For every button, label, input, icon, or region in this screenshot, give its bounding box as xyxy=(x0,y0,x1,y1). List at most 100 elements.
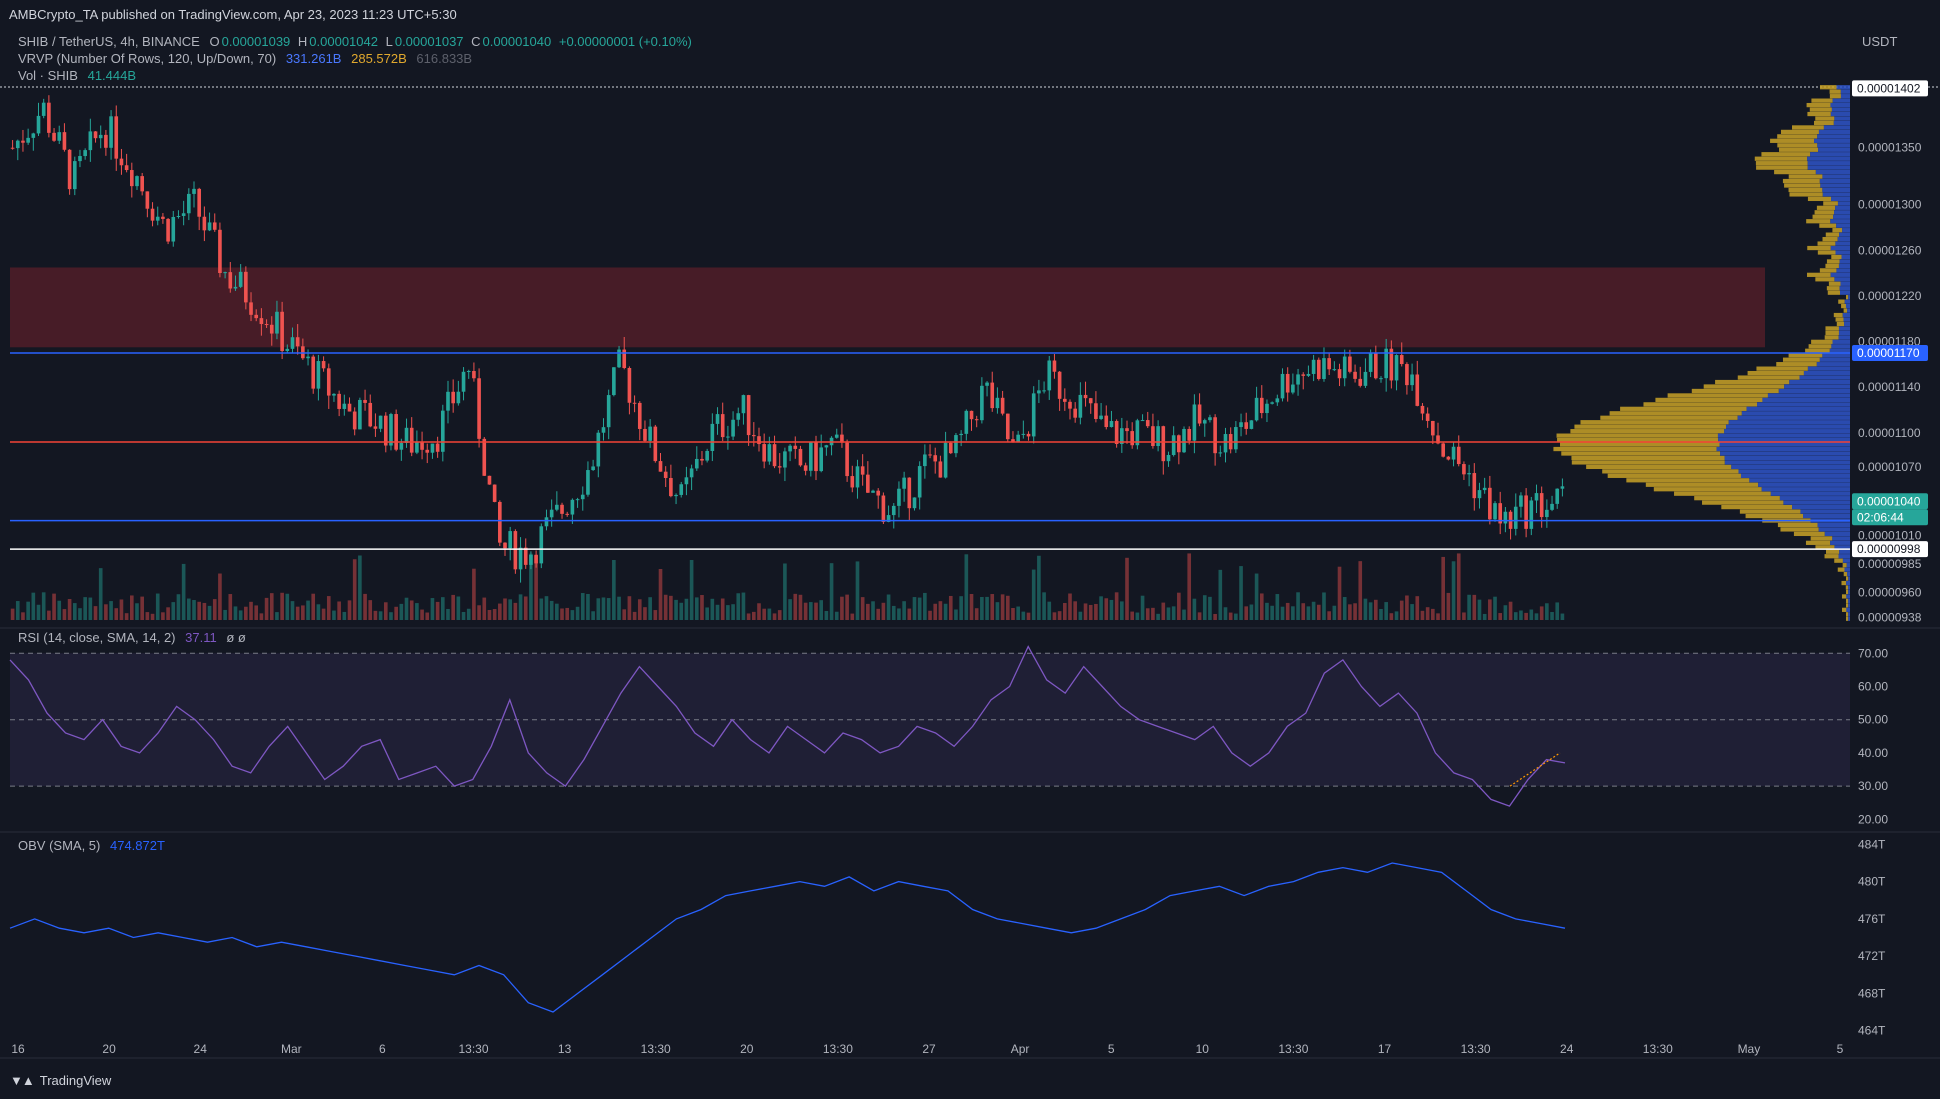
volume-bar xyxy=(1099,596,1103,620)
candle-body xyxy=(1488,487,1492,520)
vp-row-down xyxy=(1837,236,1850,242)
vp-row-up xyxy=(1807,272,1831,277)
candle-body xyxy=(793,445,798,449)
candle-body xyxy=(1368,353,1373,372)
volume-bar xyxy=(1327,611,1331,620)
candle-body xyxy=(1265,403,1269,414)
candle-body xyxy=(679,484,684,495)
volume-bar xyxy=(762,608,766,620)
volume-bar xyxy=(1415,596,1420,620)
vp-row-down xyxy=(1838,335,1850,340)
candle-body xyxy=(254,314,259,319)
volume-bar xyxy=(238,610,243,620)
candle-body xyxy=(891,505,896,516)
candle-body xyxy=(409,427,414,453)
candle-body xyxy=(1171,435,1176,455)
time-label: 13:30 xyxy=(458,1042,488,1056)
vp-row-down xyxy=(1767,393,1850,398)
vp-row-down xyxy=(1831,344,1850,349)
vp-row-down xyxy=(1848,576,1850,581)
volume-bar xyxy=(736,593,741,620)
candle-body xyxy=(52,132,56,141)
volume-bar xyxy=(472,568,476,620)
volume-bar xyxy=(1254,573,1259,620)
candle-body xyxy=(637,402,642,429)
time-label: May xyxy=(1738,1042,1761,1056)
volume-bar xyxy=(990,594,995,620)
volume-bar xyxy=(1534,613,1539,620)
vp-row-up xyxy=(1580,420,1729,425)
volume-bar xyxy=(1508,601,1513,620)
vp-row-down xyxy=(1716,446,1850,452)
vp-row-down xyxy=(1839,286,1850,291)
symbol-title[interactable]: SHIB / TetherUS, 4h, BINANCE xyxy=(18,34,200,49)
volume-bar xyxy=(1431,608,1435,620)
time-label: 13:30 xyxy=(1461,1042,1491,1056)
vp-row-up xyxy=(1556,433,1718,438)
volume-bar xyxy=(549,600,554,620)
volume-bar xyxy=(218,573,222,620)
price-tag-label: 02:06:44 xyxy=(1857,510,1904,524)
candle-body xyxy=(1358,378,1363,386)
vrvp-legend[interactable]: VRVP (Number Of Rows, 120, Up/Down, 70) … xyxy=(18,51,472,66)
supply-zone xyxy=(10,267,1765,348)
vp-row-down xyxy=(1719,442,1850,447)
vp-row-up xyxy=(1810,536,1833,541)
candle-body xyxy=(1327,358,1331,370)
candle-body xyxy=(1011,439,1015,442)
volume-bar xyxy=(669,595,673,620)
tradingview-logo[interactable]: ▼▲ TradingView xyxy=(10,1073,111,1088)
brand-name: TradingView xyxy=(39,1073,112,1088)
candle-body xyxy=(1472,473,1477,499)
candle-body xyxy=(1042,390,1046,392)
candle-body xyxy=(1451,446,1456,460)
vp-row-down xyxy=(1724,460,1850,465)
candle-body xyxy=(881,495,886,522)
vol-label: Vol · SHIB xyxy=(18,68,78,83)
volume-bar xyxy=(793,593,798,620)
candle-body xyxy=(575,499,580,501)
vp-row-up xyxy=(1703,384,1785,389)
candle-body xyxy=(249,302,253,315)
candle-body xyxy=(326,368,331,396)
candle-body xyxy=(741,395,746,414)
obv-tick: 468T xyxy=(1858,986,1886,1000)
volume-bar xyxy=(663,594,668,620)
volume-bar xyxy=(1083,603,1088,620)
candle-body xyxy=(166,218,170,242)
vp-row-up xyxy=(1838,299,1845,304)
obv-label: OBV (SMA, 5) xyxy=(18,838,101,853)
price-tag xyxy=(1852,509,1928,526)
vp-row-down xyxy=(1720,451,1850,456)
vp-row-down xyxy=(1839,259,1850,264)
volume-bar xyxy=(788,599,792,620)
volume-bar xyxy=(1399,600,1404,620)
candle-body xyxy=(223,272,227,274)
candle-body xyxy=(218,229,222,274)
candle-body xyxy=(617,349,621,368)
volume-bar xyxy=(233,606,238,620)
candle-body xyxy=(539,526,544,564)
rsi-legend[interactable]: RSI (14, close, SMA, 14, 2) 37.11 ø ø xyxy=(18,630,246,645)
vp-row-up xyxy=(1835,317,1844,322)
volume-bar xyxy=(912,597,917,620)
vp-row-down xyxy=(1728,420,1850,425)
candle-body xyxy=(1099,415,1103,419)
vp-row-down xyxy=(1816,362,1850,367)
vp-row-down xyxy=(1832,536,1850,541)
volume-bar xyxy=(1197,612,1202,620)
volume-legend[interactable]: Vol · SHIB 41.444B xyxy=(18,68,136,83)
candle-body xyxy=(275,311,279,334)
obv-legend[interactable]: OBV (SMA, 5) 474.872T xyxy=(18,838,165,853)
candle-body xyxy=(886,515,891,522)
candle-body xyxy=(1068,401,1072,409)
candle-body xyxy=(1534,493,1539,501)
time-label: 16 xyxy=(11,1042,25,1056)
volume-bar xyxy=(228,594,233,620)
vp-row-up xyxy=(1586,464,1732,470)
vp-row-down xyxy=(1807,161,1850,166)
vp-row-down xyxy=(1839,232,1850,237)
vp-row-down xyxy=(1803,513,1850,519)
candle-body xyxy=(124,165,129,171)
